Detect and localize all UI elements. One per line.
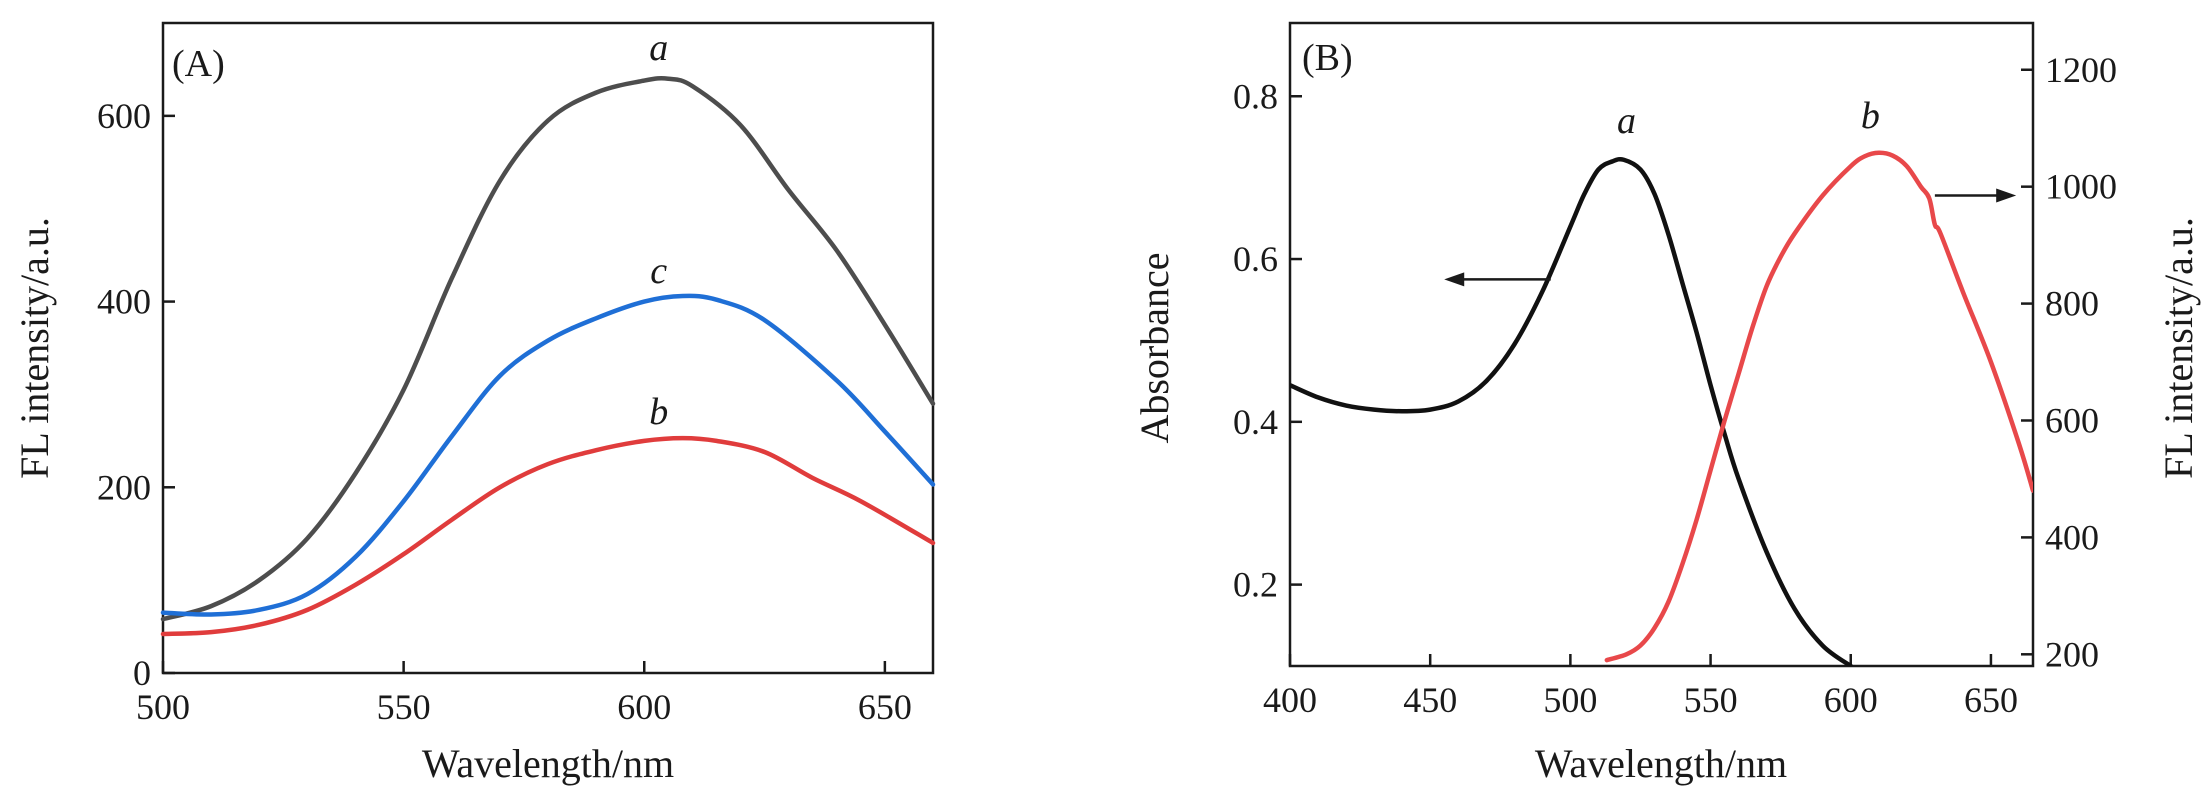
panel-b-arrow-right [1934,188,2017,203]
panel-a-x-ticks: 500 550 600 650 [136,661,912,727]
panel-b-left-y-tick-label: 0.2 [1233,565,1278,605]
panel-b-curve-b [1604,150,2033,663]
panel-b-x-ticks: 400 450 500 550 600 650 [1263,654,2018,720]
panel-b-plot-frame [1288,21,2035,668]
panel-a-x-tick-label: 650 [858,687,912,727]
panel-b-curve-a [1290,156,1853,666]
panel-b-right-y-tick-label: 800 [2045,284,2099,324]
panel-b-right-y-tick-label: 1000 [2045,167,2117,207]
panel-a-curve-c [160,293,936,617]
panel-b-right-y-ticks: 200 400 600 800 1000 1200 [2021,50,2117,674]
panel-b-arrow-left [1444,272,1551,287]
panel-a-x-tick-label: 500 [136,687,190,727]
panel-a-x-tick-label: 550 [377,687,431,727]
panel-b-left-y-tick-label: 0.6 [1233,239,1278,279]
panel-b-arrows [1444,188,2017,287]
arrow-head [1996,188,2017,203]
panel-a-curve-a [160,76,936,622]
panel-b-curve-label-a: a [1617,100,1636,142]
panel-a-curve-label-c: c [650,250,667,292]
panel-b-right-y-tick-label: 600 [2045,400,2099,440]
panel-b-label: (B) [1302,37,1353,79]
panel-a-y-axis-label: FL intensity/a.u. [12,217,57,479]
panel-b-x-tick-label: 400 [1263,680,1317,720]
panel-b-curve-label-b: b [1861,95,1880,137]
panel-b-x-tick-label: 450 [1403,680,1457,720]
panel-b-x-tick-label: 550 [1684,680,1738,720]
panel-b-right-y-tick-label: 200 [2045,634,2099,674]
panel-a-y-ticks: 0 200 400 600 [97,96,175,693]
panel-a-curves: a c b [160,27,936,637]
panel-a-y-tick-label: 400 [97,282,151,322]
panel-b-left-y-tick-label: 0.8 [1233,76,1278,116]
arrow-head [1444,272,1465,287]
panel-b-x-axis-label: Wavelength/nm [1535,741,1787,786]
panel-a: (A) 500 550 600 650 0 200 400 600 a c b Waveleng… [12,21,936,786]
panel-a-y-tick-label: 600 [97,96,151,136]
panel-b-x-tick-label: 650 [1964,680,2018,720]
panel-a-label: (A) [172,43,225,85]
panel-b: (B) 400 450 500 550 600 650 0.2 0.4 0.6 0.8 200 4… [1132,21,2201,786]
panel-a-y-tick-label: 0 [133,653,151,693]
panel-a-y-tick-label: 200 [97,467,151,507]
panel-a-x-axis-label: Wavelength/nm [422,741,674,786]
panel-a-curve-b [160,435,936,637]
panel-b-right-y-axis-label: FL intensity/a.u. [2156,217,2201,479]
panel-a-curve-label-b: b [649,391,668,433]
panel-b-x-tick-label: 600 [1824,680,1878,720]
panel-b-x-tick-label: 500 [1543,680,1597,720]
panel-a-curve-label-a: a [649,27,668,69]
panel-b-left-y-axis-label: Absorbance [1132,252,1177,443]
panel-b-left-y-ticks: 0.2 0.4 0.6 0.8 [1233,76,1302,605]
panel-a-x-tick-label: 600 [617,687,671,727]
panel-b-left-y-tick-label: 0.4 [1233,402,1278,442]
panel-b-right-y-tick-label: 400 [2045,517,2099,557]
panel-a-plot-frame [161,21,935,675]
panel-b-right-y-tick-label: 1200 [2045,50,2117,90]
